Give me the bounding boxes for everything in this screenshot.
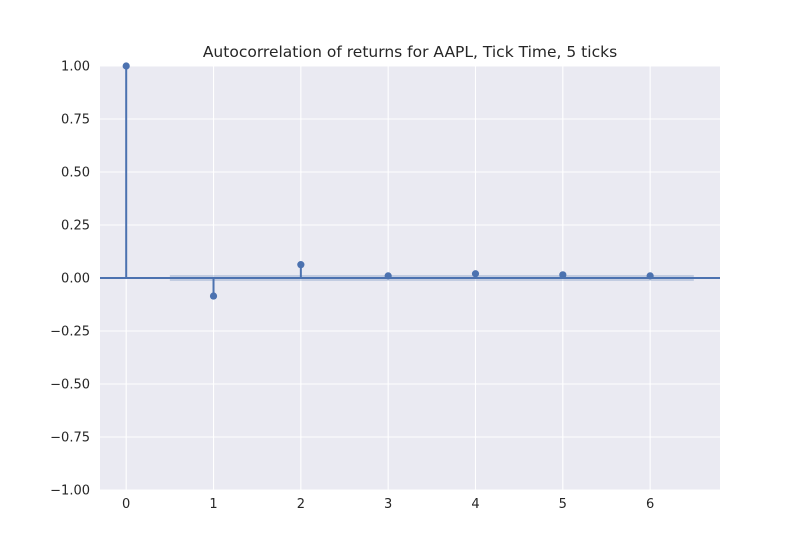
y-tick-label: 1.00 <box>61 60 90 75</box>
x-tick-label: 2 <box>297 497 305 512</box>
marker-lag-2 <box>297 261 305 269</box>
y-tick-label: −0.50 <box>50 378 90 393</box>
y-tick-label: 0.75 <box>61 113 90 128</box>
marker-lag-0 <box>122 62 130 70</box>
x-tick-label: 6 <box>646 497 654 512</box>
x-tick-label: 1 <box>209 497 217 512</box>
marker-lag-3 <box>384 272 392 280</box>
marker-lag-1 <box>209 292 218 300</box>
y-tick-label: −1.00 <box>50 484 90 499</box>
marker-lag-4 <box>471 270 480 278</box>
x-tick-label: 5 <box>559 497 567 512</box>
y-tick-label: 0.00 <box>61 272 90 287</box>
y-axis-tick-labels: −1.00 −0.75 −0.50 −0.25 0.00 0.25 0.50 0.75 1.00 <box>50 60 90 499</box>
y-tick-label: −0.25 <box>50 325 90 340</box>
stem-series <box>122 62 654 300</box>
grid-lines <box>100 65 720 491</box>
x-tick-label: 4 <box>471 497 479 512</box>
chart-title: Autocorrelation of returns for AAPL, Tic… <box>203 43 617 61</box>
y-tick-label: 0.25 <box>61 219 90 234</box>
marker-lag-5 <box>559 271 567 279</box>
y-tick-label: −0.75 <box>50 431 90 446</box>
marker-lag-6 <box>646 272 654 280</box>
x-tick-label: 3 <box>384 497 392 512</box>
x-axis-tick-labels: 0 1 2 3 4 5 6 <box>122 497 654 512</box>
y-tick-label: 0.50 <box>61 166 90 181</box>
x-tick-label: 0 <box>122 497 130 512</box>
